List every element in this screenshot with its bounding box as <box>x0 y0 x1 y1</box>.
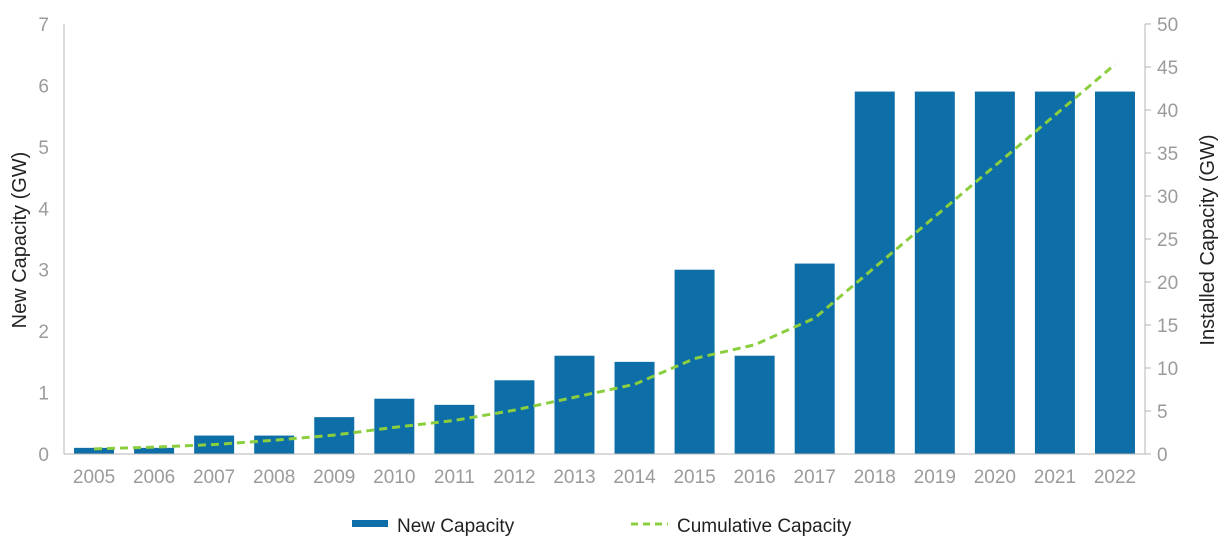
x-tick-label: 2018 <box>854 467 896 488</box>
x-tick-label: 2011 <box>434 467 475 488</box>
y-tick-label-left: 0 <box>38 445 49 466</box>
y-tick-label-right: 50 <box>1157 15 1178 36</box>
bar-new-capacity-2019 <box>914 91 955 454</box>
y-tick-label-right: 0 <box>1157 445 1168 466</box>
bar-new-capacity-2005 <box>74 447 115 454</box>
bar-new-capacity-2014 <box>614 361 655 454</box>
x-tick-label: 2006 <box>133 467 175 488</box>
y-tick-label-left: 2 <box>38 322 49 343</box>
x-tick-label: 2019 <box>914 467 956 488</box>
x-tick-label: 2022 <box>1094 467 1136 488</box>
y-tick-label-right: 40 <box>1157 101 1178 122</box>
y-tick-label-right: 35 <box>1157 144 1178 165</box>
legend-swatch-new-capacity <box>352 520 388 527</box>
x-tick-label: 2016 <box>733 467 775 488</box>
x-tick-label: 2008 <box>253 467 295 488</box>
x-tick-label: 2013 <box>553 467 595 488</box>
y-tick-label-right: 20 <box>1157 273 1178 294</box>
x-tick-label: 2014 <box>613 467 656 488</box>
bar-new-capacity-2013 <box>554 355 595 454</box>
bar-new-capacity-2011 <box>434 404 475 454</box>
x-tick-label: 2021 <box>1034 467 1076 488</box>
line-cumulative-capacity <box>93 63 1116 451</box>
bar-new-capacity-2021 <box>1034 91 1075 454</box>
y-tick-label-left: 3 <box>38 261 49 282</box>
y-axis-title-left: New Capacity (GW) <box>9 152 31 329</box>
legend-label-new-capacity: New Capacity <box>397 516 515 536</box>
x-tick-label: 2015 <box>673 467 715 488</box>
y-tick-label-left: 5 <box>38 138 49 159</box>
y-tick-label-right: 25 <box>1157 230 1178 251</box>
y-tick-label-left: 1 <box>38 384 49 405</box>
y-tick-label-right: 5 <box>1157 402 1168 423</box>
y-tick-label-right: 10 <box>1157 359 1178 380</box>
bar-new-capacity-2018 <box>854 91 895 454</box>
bars-layer <box>74 91 1135 454</box>
bar-new-capacity-2015 <box>674 269 715 454</box>
y-tick-label-left: 4 <box>38 199 49 220</box>
bar-new-capacity-2008 <box>254 435 295 454</box>
x-tick-label: 2012 <box>493 467 535 488</box>
bar-new-capacity-2017 <box>794 263 835 454</box>
y-tick-label-right: 45 <box>1157 58 1178 79</box>
legend: New Capacity Cumulative Capacity <box>352 516 852 536</box>
x-tick-label: 2007 <box>193 467 235 488</box>
y-tick-label-left: 7 <box>38 15 49 36</box>
bar-new-capacity-2016 <box>734 355 775 454</box>
x-tick-label: 2017 <box>794 467 836 488</box>
bar-new-capacity-2012 <box>494 380 535 454</box>
x-tick-label: 2009 <box>313 467 355 488</box>
bar-new-capacity-2020 <box>974 91 1015 454</box>
bar-new-capacity-2006 <box>134 447 175 454</box>
x-tick-label: 2010 <box>373 467 415 488</box>
bar-new-capacity-2022 <box>1094 91 1135 454</box>
line-layer <box>93 63 1116 451</box>
y-tick-label-right: 30 <box>1157 187 1178 208</box>
y-tick-label-left: 6 <box>38 76 49 97</box>
y-axis-title-right: Installed Capacity (GW) <box>1197 134 1219 345</box>
y-tick-label-right: 15 <box>1157 316 1178 337</box>
x-tick-label: 2005 <box>73 467 115 488</box>
legend-label-cumulative-capacity: Cumulative Capacity <box>677 516 852 536</box>
x-tick-label: 2020 <box>974 467 1016 488</box>
